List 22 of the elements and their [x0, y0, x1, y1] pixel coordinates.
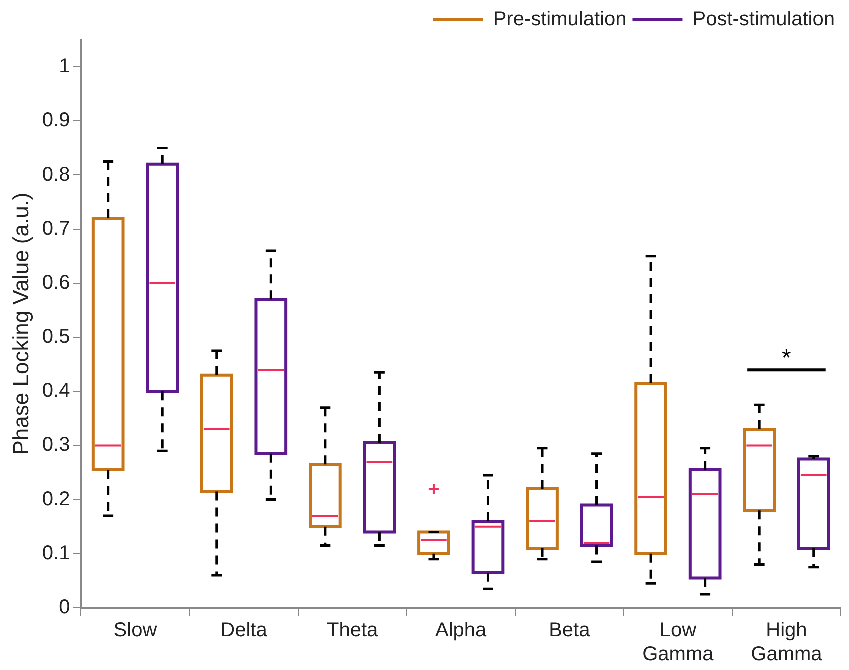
x-tick-label: Slow — [114, 620, 158, 642]
legend-label: Post-stimulation — [692, 8, 836, 31]
x-tick-label: Theta — [326, 620, 379, 642]
y-tick-label: 0.7 — [42, 218, 70, 240]
x-tick-label: Beta — [549, 620, 592, 642]
y-tick-label: 0 — [59, 596, 70, 619]
y-axis-title: Phase Locking Value (a.u.) — [8, 192, 34, 456]
x-tick-label: Alpha — [436, 620, 488, 642]
y-tick-label: 0.8 — [42, 164, 70, 186]
y-tick-label: 0.3 — [42, 434, 70, 456]
x-tick-label: Low Gamma — [642, 620, 715, 666]
y-tick-label: 0.5 — [42, 326, 70, 348]
y-tick-label: 0.2 — [42, 488, 70, 510]
x-tick-label: High Gamma — [751, 620, 824, 666]
annotation: * — [782, 345, 792, 372]
y-tick-label: 0.1 — [42, 542, 70, 564]
x-tick-label: Delta — [220, 620, 268, 642]
legend-label: Pre-stimulation — [493, 8, 627, 31]
y-tick-label: 0.6 — [42, 272, 70, 294]
y-tick-label: 0.9 — [42, 110, 70, 132]
y-tick-label: 0.4 — [42, 380, 70, 402]
y-tick-label: 1 — [59, 56, 70, 78]
